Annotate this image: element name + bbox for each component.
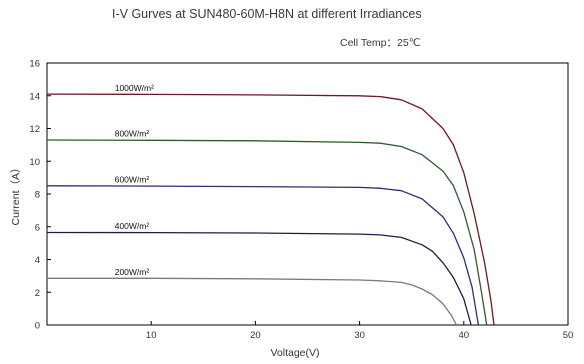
y-tick-label: 0: [35, 321, 40, 332]
x-tick-label: 50: [563, 330, 574, 341]
y-axis-ticks: 0 2 4 6 8 10 12 14 16: [29, 59, 51, 332]
curve-line-3: [46, 231, 472, 326]
curve-label: 800W/m²: [115, 129, 150, 139]
x-tick-label: 40: [459, 330, 470, 341]
y-tick-label: 2: [35, 288, 40, 299]
plot-area: 10 20 30 40 50 0 2 4 6 8 10 12 14 16 1000W/m² 800W/m²…: [29, 59, 573, 342]
plot-frame: [46, 62, 569, 326]
curve-line-1: [46, 139, 488, 326]
x-axis-label: Voltage(V): [270, 347, 319, 359]
curve-line-4: [47, 277, 458, 326]
y-tick-label: 10: [29, 157, 40, 168]
y-tick-label: 6: [35, 222, 40, 233]
curve-labels: 1000W/m² 800W/m² 600W/m² 400W/m² 200W/m²: [115, 83, 154, 277]
y-axis-label: Current（A）: [10, 162, 22, 225]
y-tick-label: 8: [35, 190, 40, 201]
curve-label: 400W/m²: [115, 221, 150, 231]
x-tick-label: 30: [354, 330, 365, 341]
y-tick-label: 14: [29, 91, 40, 102]
curve-line-2: [46, 185, 480, 326]
curve-series: [46, 93, 495, 326]
y-tick-label: 16: [29, 59, 40, 70]
x-tick-label: 10: [146, 330, 157, 341]
curve-line-0: [46, 93, 495, 326]
x-tick-label: 20: [250, 330, 261, 341]
x-axis-ticks: 10 20 30 40 50: [146, 321, 573, 341]
chart-subtitle: Cell Temp：25℃: [340, 37, 420, 49]
curve-label: 1000W/m²: [115, 83, 154, 93]
y-tick-label: 12: [29, 124, 40, 135]
chart-title: I-V Gurves at SUN480-60M-H8N at differen…: [112, 7, 422, 21]
curve-label: 600W/m²: [115, 175, 150, 185]
y-tick-label: 4: [35, 255, 40, 266]
curve-label: 200W/m²: [115, 267, 150, 277]
